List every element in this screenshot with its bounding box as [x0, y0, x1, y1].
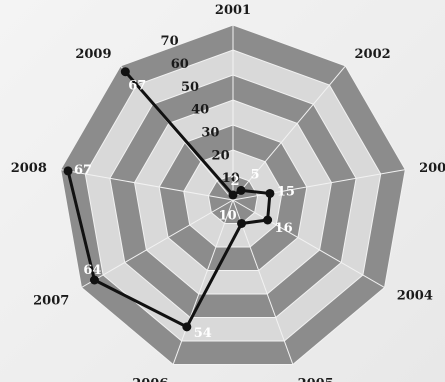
data-label-2003: 15 — [277, 185, 295, 200]
category-label-2006: 2006 — [132, 377, 168, 382]
category-label-2002: 2002 — [355, 47, 391, 62]
radar-spoke-2007 — [81, 199, 234, 288]
data-label-2001: 2 — [230, 174, 239, 189]
data-point-2004 — [263, 215, 273, 225]
category-label-2007: 2007 — [33, 294, 69, 309]
radar-spoke-2004 — [232, 199, 385, 288]
radar-category-labels: 2001 2002 2003 2004 2005 2006 2007 2008 2009 — [11, 3, 445, 382]
category-label-2001: 2001 — [215, 3, 251, 18]
data-point-2005 — [237, 218, 247, 228]
radar-spoke-2006 — [172, 199, 234, 365]
tick-label-60: 60 — [171, 57, 189, 72]
category-label-2003: 2003 — [419, 161, 445, 176]
data-label-2008: 67 — [74, 163, 92, 178]
data-point-2007 — [89, 275, 99, 285]
radar-spoke-2002 — [232, 65, 346, 201]
category-label-2008: 2008 — [11, 161, 47, 176]
radar-series: 2 5 15 16 10 54 64 67 67 — [63, 67, 295, 341]
data-point-2002 — [236, 185, 246, 195]
radar-tick-labels: 10 20 30 40 50 60 70 — [161, 34, 240, 186]
data-label-2009: 67 — [128, 79, 146, 94]
data-point-2009 — [120, 67, 130, 77]
category-label-2005: 2005 — [298, 377, 334, 382]
data-label-2007: 64 — [83, 263, 101, 278]
radar-spoke-2003 — [232, 169, 406, 201]
data-label-2002: 5 — [250, 167, 259, 182]
tick-label-50: 50 — [181, 80, 199, 95]
category-label-2009: 2009 — [75, 47, 111, 62]
tick-label-20: 20 — [212, 148, 230, 163]
data-point-2003 — [265, 188, 275, 198]
data-point-2008 — [63, 166, 73, 176]
tick-label-30: 30 — [201, 126, 219, 141]
tick-label-40: 40 — [191, 103, 209, 118]
tick-label-10: 10 — [222, 171, 240, 186]
data-label-2006: 54 — [194, 326, 212, 341]
data-label-2004: 16 — [275, 221, 293, 236]
radar-spoke-2008 — [60, 169, 234, 201]
data-point-2001 — [228, 190, 238, 200]
tick-label-70: 70 — [161, 34, 179, 49]
category-label-2004: 2004 — [397, 289, 433, 304]
data-label-2005: 10 — [219, 209, 237, 224]
data-point-2006 — [182, 322, 192, 332]
